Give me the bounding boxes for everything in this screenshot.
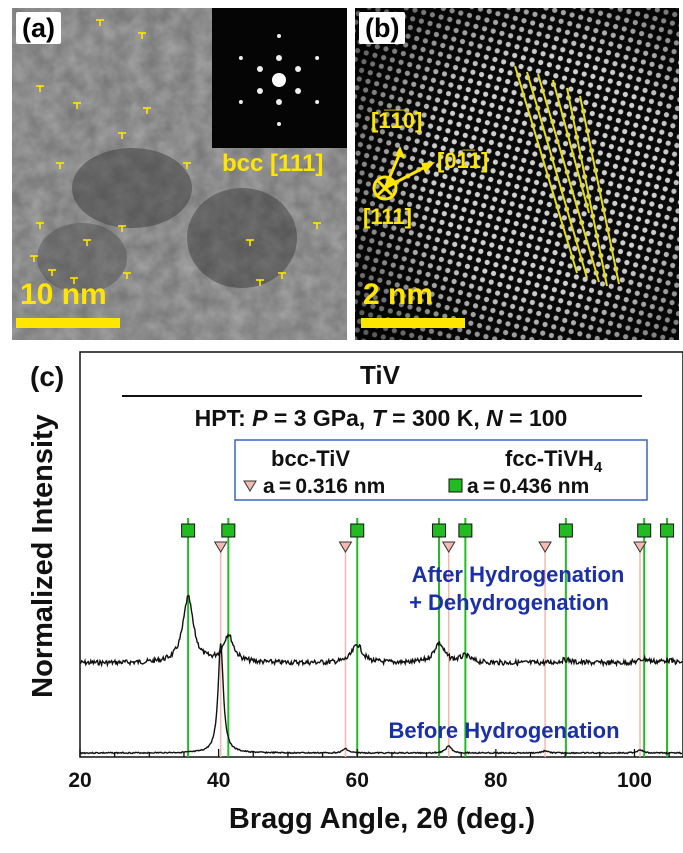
x-tick-label: 40 [207,769,230,792]
x-tick-label: 20 [68,769,91,792]
dislocation-marker [30,255,38,262]
legend-fcc-marker [448,478,463,493]
direction-label-111: [111] [363,204,412,229]
panel-c-xrd-chart: (c) TiV HPT: P = 3 GPa, T = 300 K, N = 1… [0,340,683,848]
fft-spot [276,99,282,105]
legend-box [234,439,648,501]
fft-spot [256,66,263,72]
dislocation-marker [278,272,286,279]
legend-bcc-name: bcc-TiV [271,446,350,471]
dislocation-markers [30,19,321,286]
series-line-before-hydrogenation [79,643,683,755]
fft-spot [256,88,263,94]
dislocation-marker [123,272,131,279]
panel-b-hrtem-image: (b) [1̅1̅0] [01̅1] [111] 2 nm [355,8,679,340]
fcc-peak-marker [221,523,236,538]
panel-a-label: (a) [16,12,61,44]
curve-label-after-2: + Dehydrogenation [409,590,609,615]
fcc-peak-marker [458,523,473,538]
legend-bcc-param: a = 0.316 nm [263,475,385,498]
scale-bar-label-b: 2 nm [363,278,434,311]
chart-subtitle: HPT: P = 3 GPa, T = 300 K, N = 100 [195,405,568,431]
fft-spot [295,88,302,94]
legend-bcc-marker [243,480,257,492]
dislocation-marker [118,225,126,232]
curve-label-after-1: After Hydrogenation [412,562,625,587]
chart-title: TiV [360,360,401,390]
fft-spot [315,100,320,104]
lattice-planes [514,65,620,287]
fcc-peak-marker [432,523,447,538]
fft-inset [212,8,347,148]
legend-fcc-name: fcc-TiVH4 [505,446,603,476]
dislocation-marker [96,19,104,26]
fcc-peak-marker [558,523,573,538]
x-axis-label: Bragg Angle, 2θ (deg.) [229,803,535,835]
dislocation-marker [313,222,321,229]
scale-bar-label-a: 10 nm [20,278,107,311]
dislocation-marker [36,222,44,229]
y-axis-label: Normalized Intensity [27,414,59,698]
fft-center-spot [272,73,286,87]
dislocation-marker [70,277,78,284]
dislocation-marker [73,102,81,109]
dislocation-marker [83,239,91,246]
fft-label-text: bcc [111] [222,150,324,177]
panel-a-tem-image: bcc [111] (a) 10 nm [12,8,347,340]
x-tick-label: 80 [484,769,507,792]
plot-frame [79,351,683,758]
fft-spot [276,55,282,61]
dislocation-marker [256,279,264,286]
fcc-peak-marker [181,523,196,538]
reference-peak-markers [181,523,675,553]
fft-spot [277,122,281,126]
dislocation-marker [138,32,146,39]
dislocation-marker [36,85,44,92]
fft-spot [238,56,243,60]
dislocation-marker [183,162,191,169]
panel-b-label: (b) [359,12,406,44]
dislocation-marker [48,269,56,276]
fft-spot [238,100,243,104]
fft-spot [277,34,281,38]
scale-bar-b [361,318,465,328]
scale-bar-a [16,318,120,328]
direction-label-011: [01̅1] [437,148,489,173]
bcc-peak-marker [213,541,228,553]
fft-spot [295,66,302,72]
bcc-peak-marker [538,541,552,553]
lattice-image [355,8,679,340]
fcc-peak-marker [637,523,652,538]
x-axis-ticks: 20 40 60 80 100 [68,749,670,792]
bcc-peak-marker [338,541,353,553]
fcc-peak-marker [350,523,365,538]
direction-label-110: [1̅1̅0] [371,108,423,133]
fft-spot [315,56,320,60]
fcc-peak-marker [660,523,675,538]
crystal-axes-icon [372,146,435,201]
panel-c-label: (c) [30,361,64,392]
x-tick-label: 60 [346,769,369,792]
series-line-after-hydrogenation [79,594,683,668]
dislocation-marker [56,162,64,169]
dislocation-marker [118,132,126,139]
curve-label-before: Before Hydrogenation [388,718,619,743]
dislocation-marker [143,107,151,114]
bcc-peak-marker [633,541,647,553]
bcc-peak-marker [441,541,456,553]
legend-fcc-param: a = 0.436 nm [467,475,589,498]
x-tick-label: 100 [617,769,652,792]
dislocation-marker [246,239,254,246]
